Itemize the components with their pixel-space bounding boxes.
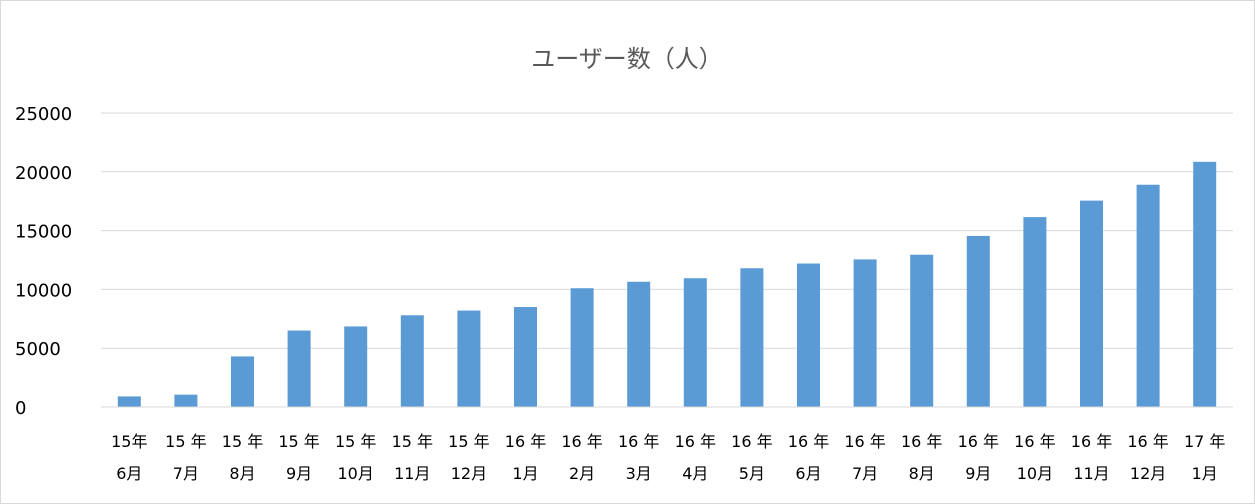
x-tick-label-month: 1月	[1192, 464, 1218, 483]
x-tick-label-year: 16 年	[844, 432, 885, 451]
bar	[910, 254, 934, 407]
bar	[287, 330, 311, 407]
x-tick-label-month: 8月	[909, 464, 935, 483]
bar	[457, 310, 481, 407]
x-tick-label-month: 8月	[229, 464, 255, 483]
bar	[1023, 217, 1047, 407]
x-tick-label-month: 11月	[1073, 464, 1109, 483]
x-tick-label-month: 3月	[626, 464, 652, 483]
x-tick-label-year: 15 年	[165, 432, 206, 451]
x-tick-label-month: 7月	[852, 464, 878, 483]
x-tick-label-month: 6月	[116, 464, 142, 483]
bar	[344, 326, 368, 407]
x-tick-label-year: 15 年	[448, 432, 489, 451]
x-tick-label-year: 15 年	[335, 432, 376, 451]
x-tick-label-year: 16 年	[505, 432, 546, 451]
x-tick-label-year: 15 年	[278, 432, 319, 451]
x-tick-label-month: 4月	[682, 464, 708, 483]
bar	[1193, 161, 1217, 407]
y-tick-label: 15000	[15, 222, 72, 243]
x-tick-label-month: 5月	[739, 464, 765, 483]
y-axis-ticks: 0 5000 10000 15000 20000 25000	[15, 104, 72, 419]
x-tick-label-month: 9月	[286, 464, 312, 483]
x-tick-label-year: 16 年	[1014, 432, 1055, 451]
x-tick-label-month: 9月	[965, 464, 991, 483]
x-tick-label-year: 16 年	[1127, 432, 1168, 451]
x-tick-label-year: 16 年	[675, 432, 716, 451]
bar	[1080, 200, 1103, 407]
x-tick-label-year: 16 年	[1071, 432, 1112, 451]
bar	[966, 235, 990, 407]
y-tick-label: 25000	[15, 104, 72, 125]
bar	[570, 288, 594, 407]
bar	[514, 307, 537, 407]
x-tick-label-year: 15年	[111, 432, 147, 451]
bar	[400, 315, 424, 407]
x-tick-label-year: 15 年	[222, 432, 263, 451]
x-tick-label-month: 1月	[512, 464, 538, 483]
bars	[117, 161, 1217, 407]
x-tick-label-month: 10月	[338, 464, 374, 483]
y-tick-label: 10000	[15, 280, 72, 301]
x-tick-label-year: 16 年	[958, 432, 999, 451]
y-tick-label: 5000	[15, 339, 61, 360]
x-tick-label-year: 17 年	[1184, 432, 1225, 451]
chart-title: ユーザー数（人）	[531, 45, 723, 73]
x-tick-label-month: 2月	[569, 464, 595, 483]
bar	[117, 396, 141, 407]
bar	[1136, 184, 1160, 407]
bar	[683, 278, 707, 407]
bar	[853, 259, 877, 407]
x-tick-label-year: 16 年	[788, 432, 829, 451]
gridlines	[101, 112, 1233, 349]
bar	[627, 281, 651, 407]
x-tick-label-month: 11月	[394, 464, 430, 483]
x-axis-labels: 15年 6月 15 年 7月 15 年 8月 15 年 9月 15 年 10月 15 年 11月 15 …	[111, 432, 1225, 483]
y-tick-label: 20000	[15, 163, 72, 184]
y-tick-label: 0	[15, 398, 26, 419]
x-tick-label-month: 6月	[795, 464, 821, 483]
x-tick-label-year: 16 年	[618, 432, 659, 451]
x-tick-label-year: 15 年	[392, 432, 433, 451]
x-tick-label-month: 12月	[451, 464, 487, 483]
x-tick-label-year: 16 年	[901, 432, 942, 451]
x-tick-label-month: 10月	[1017, 464, 1053, 483]
x-tick-label-month: 7月	[173, 464, 199, 483]
x-tick-label-year: 16 年	[731, 432, 772, 451]
x-tick-label-year: 16 年	[561, 432, 602, 451]
bar	[231, 356, 254, 407]
bar	[740, 268, 764, 407]
bar	[797, 263, 820, 407]
x-tick-label-month: 12月	[1130, 464, 1166, 483]
bar	[174, 394, 198, 407]
